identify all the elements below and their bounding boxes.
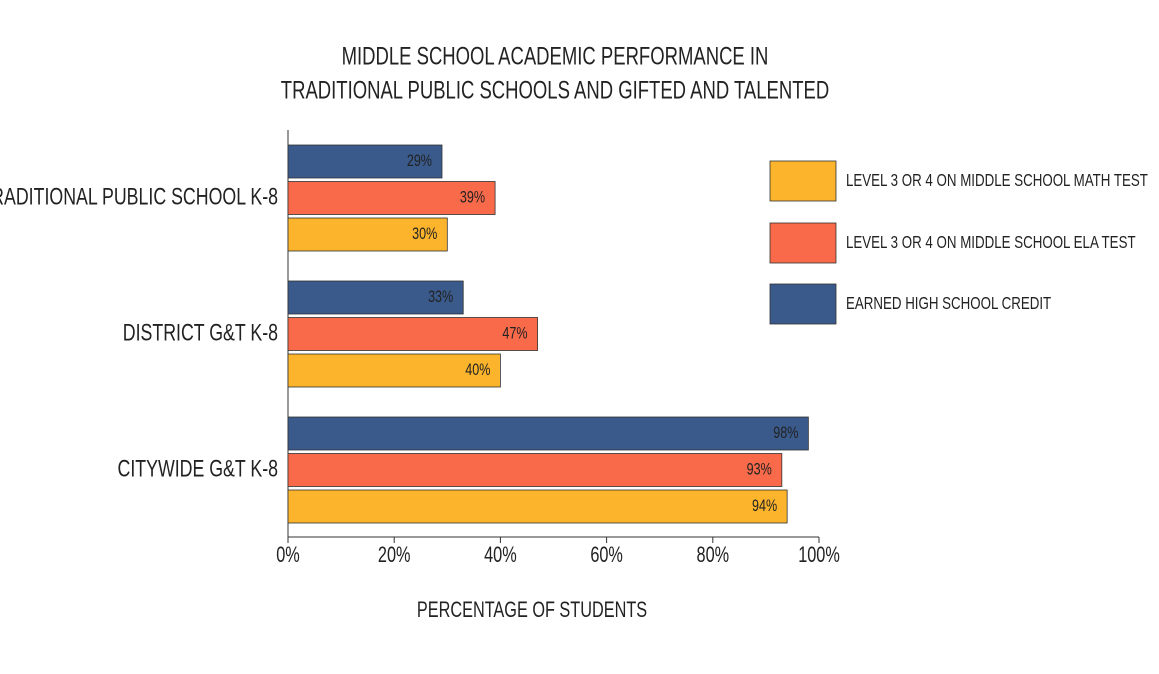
x-axis-label: PERCENTAGE OF STUDENTS xyxy=(417,597,647,622)
value-label: 94% xyxy=(752,496,777,515)
value-label: 29% xyxy=(407,151,432,170)
value-label: 98% xyxy=(773,423,798,442)
x-tick-label: 60% xyxy=(590,542,623,567)
value-label: 39% xyxy=(460,188,485,207)
bar xyxy=(287,181,496,215)
bar xyxy=(287,217,448,252)
value-label: 30% xyxy=(412,224,437,243)
legend-label: LEVEL 3 OR 4 ON MIDDLE SCHOOL MATH TEST xyxy=(846,171,1148,190)
bar xyxy=(287,144,443,179)
x-tick-label: 100% xyxy=(798,542,840,567)
bar xyxy=(287,489,788,524)
chart-title: MIDDLE SCHOOL ACADEMIC PERFORMANCE IN xyxy=(342,42,769,70)
x-tick-label: 20% xyxy=(378,542,411,567)
legend-label: LEVEL 3 OR 4 ON MIDDLE SCHOOL ELA TEST xyxy=(846,233,1136,252)
x-tick-label: 0% xyxy=(276,542,300,567)
bar xyxy=(287,416,809,451)
chart-title: TRADITIONAL PUBLIC SCHOOLS AND GIFTED AN… xyxy=(281,76,829,104)
category-label: TRADITIONAL PUBLIC SCHOOL K-8 xyxy=(0,184,278,210)
value-label: 47% xyxy=(502,324,527,343)
value-label: 33% xyxy=(428,287,453,306)
legend-swatch xyxy=(769,160,837,202)
category-label: DISTRICT G&T K-8 xyxy=(123,320,278,346)
legend-swatch xyxy=(769,283,837,325)
legend-label: EARNED HIGH SCHOOL CREDIT xyxy=(846,294,1051,313)
category-label: CITYWIDE G&T K-8 xyxy=(117,456,278,482)
x-tick-label: 40% xyxy=(484,542,517,567)
bar xyxy=(287,453,783,487)
x-tick-label: 80% xyxy=(697,542,730,567)
bar xyxy=(287,280,464,315)
value-label: 93% xyxy=(747,460,772,479)
legend-swatch xyxy=(769,222,837,264)
value-label: 40% xyxy=(465,360,490,379)
bar xyxy=(287,317,538,351)
bar xyxy=(287,353,501,388)
